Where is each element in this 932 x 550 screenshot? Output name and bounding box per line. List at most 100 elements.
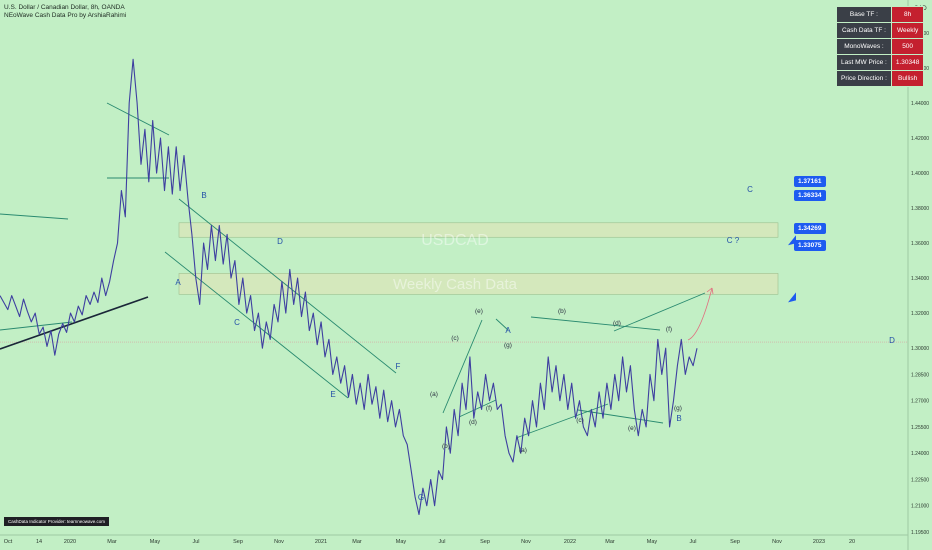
info-key: Base TF : [836,6,892,23]
info-value: 8h [890,6,925,23]
wave-label: (e) [628,425,636,432]
y-tick-label: 1.24000 [911,451,929,457]
x-tick-label: 2023 [813,539,825,545]
wave-label: (f) [486,405,492,412]
projection-arrowhead [706,287,714,295]
wave-label: A [175,278,181,287]
wave-label: (g) [504,342,512,349]
wave-label: (c) [451,335,459,342]
supply-zone [178,222,779,238]
trendline [515,403,609,439]
wave-label: (d) [613,320,621,327]
y-tick-label: 1.25500 [911,425,929,431]
price-tag-zone1-low: 1.36334 [794,190,826,201]
indicator-name: NEoWave Cash Data Pro by ArshiaRahimi [4,12,127,19]
wave-label: B [201,191,206,200]
y-tick-label: 1.38000 [911,206,929,212]
wave-label: C [747,185,753,194]
trendline [0,321,73,331]
trendline [442,319,483,414]
info-row-direction: Price Direction : Bullish [836,70,925,87]
x-tick-label: Mar [352,539,362,545]
y-tick-label: 1.34000 [911,276,929,282]
wave-label: G [418,493,424,502]
x-tick-label: May [150,539,161,545]
y-tick-label: 1.32000 [911,311,929,317]
y-tick-label: 1.40000 [911,171,929,177]
y-tick-label: 1.27000 [911,399,929,405]
wave-label: E [330,390,335,399]
info-row-monowaves: MonoWaves :500 [836,38,925,55]
y-tick-label: 1.21000 [911,504,929,510]
wave-label: (a) [519,447,527,454]
y-tick-label: 1.44000 [911,101,929,107]
wave-label: C [234,318,240,327]
x-tick-label: 2022 [564,539,576,545]
info-panel: Base TF :8h Cash Data TF : Weekly MonoWav… [836,6,925,87]
y-tick-label: 1.36000 [911,241,929,247]
wave-label: (c) [576,417,584,424]
x-tick-label: 2020 [64,539,76,545]
wave-label: A [505,326,511,335]
wave-label: (d) [469,419,477,426]
wave-label: (g) [674,405,682,412]
supply-zone [178,273,779,295]
info-row-base-tf: Base TF :8h [836,6,925,23]
support-trendline [0,296,149,350]
info-value: Bullish [890,70,925,87]
info-value: Weekly [890,22,925,39]
y-tick-label: 1.19500 [911,530,929,536]
trendline [178,198,397,374]
x-tick-label: Nov [772,539,782,545]
x-tick-label: Sep [233,539,243,545]
info-key: Cash Data TF : [836,22,892,39]
info-key: Price Direction : [836,70,892,87]
price-series-line [0,58,698,516]
x-tick-label: Jul [438,539,445,545]
x-tick-label: 20 [849,539,855,545]
price-tag-zone1-high: 1.37161 [794,176,826,187]
x-tick-label: Jul [689,539,696,545]
watermark-symbol: USDCAD [421,232,489,249]
info-row-cash-tf: Cash Data TF : Weekly [836,22,925,39]
wave-label: (b) [558,308,566,315]
trendline [530,316,661,331]
info-key: Last MW Price : [836,54,892,71]
trendline [0,213,69,220]
x-tick-label: Sep [480,539,490,545]
trendline [458,399,497,418]
y-tick-label: 1.30000 [911,346,929,352]
x-tick-label: 14 [36,539,42,545]
y-tick-label: 1.22500 [911,477,929,483]
price-tag-zone2-low: 1.33075 [794,240,826,251]
wave-label: F [396,362,401,371]
x-tick-label: Mar [107,539,117,545]
chart-title: U.S. Dollar / Canadian Dollar, 8h, OANDA [4,4,125,11]
trendline [613,292,706,332]
x-tick-label: 2021 [315,539,327,545]
wave-label: (b) [442,443,450,450]
watermark-subtitle: Weekly Cash Data [393,276,517,293]
y-tick-label: 1.28500 [911,372,929,378]
info-value: 500 [890,38,925,55]
wave-label: (a) [430,391,438,398]
wave-label: D [889,336,895,345]
wave-label: B [676,414,681,423]
x-tick-label: Mar [605,539,615,545]
wave-label: C ? [727,236,740,245]
projection-path [687,287,713,341]
price-tag-pointer [788,292,796,303]
x-tick-label: May [647,539,658,545]
info-value: 1.30348 [890,54,925,71]
x-tick-label: Oct [4,539,13,545]
y-tick-label: 1.42000 [911,136,929,142]
wave-label: (e) [475,308,483,315]
price-tag-zone2-high: 1.34269 [794,223,826,234]
x-tick-label: Jul [192,539,199,545]
trendline [495,318,509,331]
x-tick-label: Sep [730,539,740,545]
x-tick-label: Nov [521,539,531,545]
wave-label: (f) [666,326,672,333]
wave-label: D [277,237,283,246]
